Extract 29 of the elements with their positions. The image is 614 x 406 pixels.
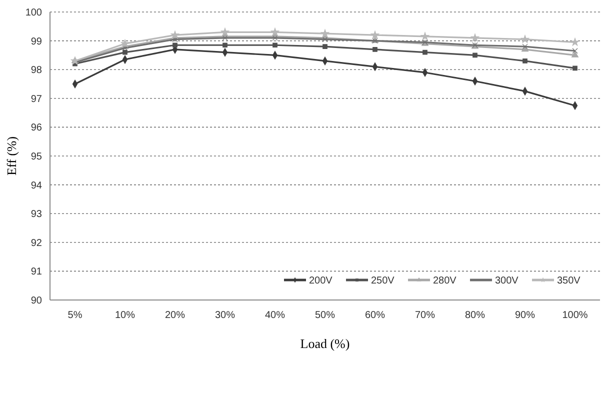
y-tick-label: 98 (30, 65, 42, 76)
y-tick-label: 94 (30, 180, 42, 192)
x-tick-label: 5% (68, 310, 82, 321)
y-tick-label: 99 (30, 36, 42, 48)
y-tick-label: 96 (30, 122, 42, 134)
x-tick-label: 100% (562, 310, 588, 321)
x-tick-label: 80% (464, 310, 486, 321)
y-tick-label: 97 (30, 94, 42, 105)
y-tick-label: 91 (30, 266, 42, 278)
legend-label: 200V (309, 276, 333, 286)
y-tick-label: 93 (30, 209, 42, 220)
x-tick-label: 20% (164, 310, 186, 321)
x-tick-label: 10% (114, 310, 136, 321)
legend-label: 250V (371, 276, 395, 286)
legend-label: 280V (433, 276, 457, 286)
x-tick-label: 40% (264, 310, 286, 321)
y-tick-label: 100 (25, 8, 42, 18)
legend-label: 300V (495, 276, 519, 286)
x-tick-label: 30% (214, 310, 236, 321)
x-tick-label: 90% (514, 310, 536, 321)
x-tick-label: 50% (314, 310, 336, 321)
y-tick-label: 92 (30, 238, 42, 249)
x-tick-label: 60% (364, 310, 386, 321)
legend-label: 350V (557, 276, 581, 286)
y-tick-label: 95 (30, 152, 42, 162)
x-tick-label: 70% (414, 310, 436, 321)
y-tick-label: 90 (30, 296, 42, 306)
y-axis-title: Eff (%) (4, 136, 19, 176)
x-axis-title: Load (%) (300, 336, 350, 351)
